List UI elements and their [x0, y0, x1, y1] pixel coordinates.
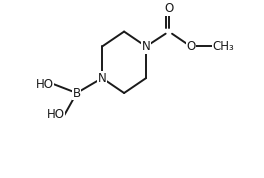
Text: N: N — [98, 72, 107, 85]
Text: HO: HO — [46, 108, 64, 121]
Text: B: B — [73, 87, 81, 100]
Text: O: O — [164, 2, 173, 15]
Text: HO: HO — [36, 78, 54, 91]
Text: O: O — [186, 40, 195, 53]
Text: N: N — [142, 40, 150, 53]
Text: CH₃: CH₃ — [213, 40, 234, 53]
